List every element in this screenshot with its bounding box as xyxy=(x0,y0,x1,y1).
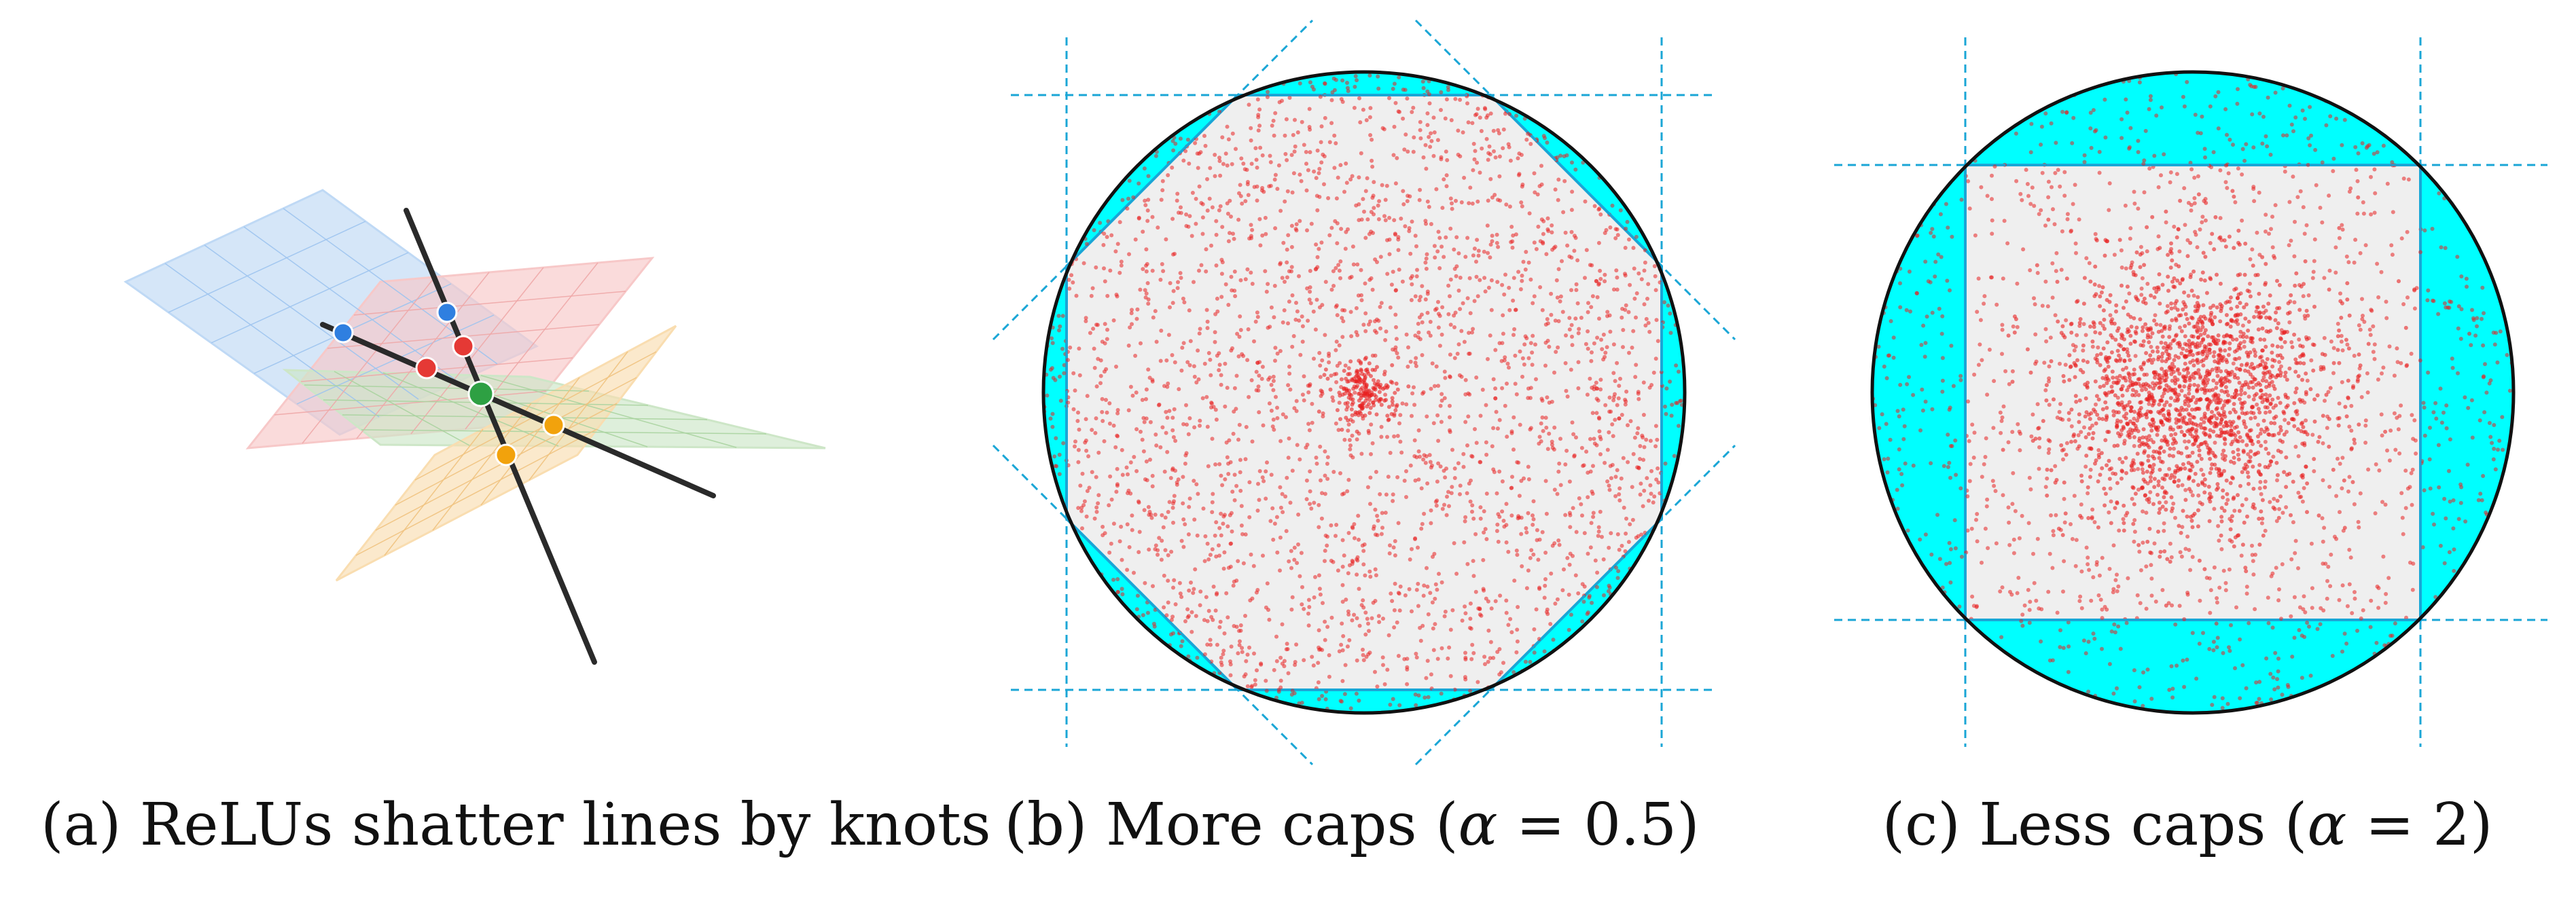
knot-orange-1 xyxy=(542,414,565,437)
caption-b: (b) More caps (α = 0.5) xyxy=(978,788,1725,862)
knot-red-2 xyxy=(452,335,475,358)
caption-a: (a) ReLUs shatter lines by knots xyxy=(41,791,991,859)
caption-c-alpha: α xyxy=(2307,791,2347,859)
knot-orange-2 xyxy=(495,443,518,466)
hyperplanes-c xyxy=(1834,37,2547,747)
caption-b-alpha: α xyxy=(1458,791,1498,859)
hyperplanes-b xyxy=(992,19,1736,766)
ball-b-outline xyxy=(1041,70,1687,715)
caption-c: (c) Less caps (α = 2) xyxy=(1834,788,2541,862)
knot-green xyxy=(467,380,495,407)
knot-blue-2 xyxy=(436,301,458,323)
panel-c-less-caps xyxy=(1834,37,2547,747)
ball-c-outline xyxy=(1870,70,2516,715)
line-one xyxy=(404,208,597,665)
knot-red-1 xyxy=(415,356,438,380)
panel-b-more-caps xyxy=(992,19,1736,766)
polytope-square xyxy=(1964,164,2422,621)
caption-b-suffix: = 0.5) xyxy=(1497,791,1700,859)
panel-a-relu-planes xyxy=(124,189,826,665)
sample-points-b xyxy=(1043,73,1684,711)
caption-c-prefix: (c) Less caps ( xyxy=(1882,791,2308,859)
caption-c-suffix: = 2) xyxy=(2346,791,2493,859)
line-two xyxy=(320,322,716,498)
caption-b-prefix: (b) More caps ( xyxy=(1004,791,1459,859)
knot-blue-1 xyxy=(332,322,354,344)
